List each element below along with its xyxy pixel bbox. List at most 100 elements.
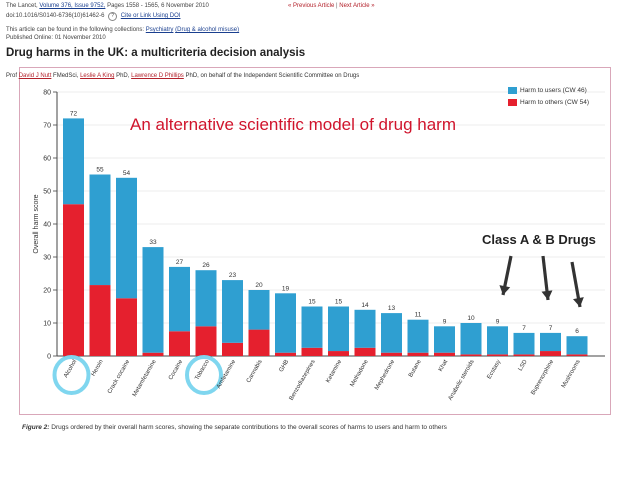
legend-swatch xyxy=(508,86,517,94)
bar-harm-to-users xyxy=(487,326,508,355)
bar-total-label: 23 xyxy=(229,272,237,279)
category-label: Ketamine xyxy=(325,358,343,384)
category-label: Tobacco xyxy=(194,358,211,381)
y-tick-label: 60 xyxy=(43,156,51,163)
bar-total-label: 11 xyxy=(415,312,422,319)
previous-article-link[interactable]: « Previous Article xyxy=(288,3,335,9)
bar-harm-to-users xyxy=(63,118,84,205)
bar-harm-to-others xyxy=(301,347,323,356)
author-link[interactable]: David J Nutt xyxy=(18,73,52,79)
bar-harm-to-others xyxy=(487,354,508,356)
class-ab-label: Class A & B Drugs xyxy=(482,232,596,247)
y-tick-label: 20 xyxy=(43,288,51,295)
bar-harm-to-users xyxy=(169,266,190,332)
bar-harm-to-users xyxy=(301,306,323,348)
bar-harm-to-users xyxy=(407,319,429,353)
author-link[interactable]: Leslie A King xyxy=(80,73,115,79)
volume-link[interactable]: Volume 376, Issue 9752, xyxy=(39,3,106,9)
bar-harm-to-users xyxy=(116,177,137,299)
bar-total-label: 9 xyxy=(496,318,500,325)
bar-total-label: 15 xyxy=(335,299,343,306)
bar-harm-to-users xyxy=(328,306,349,352)
y-tick-label: 30 xyxy=(43,255,51,262)
legend-item-others: Harm to others (CW 54) xyxy=(508,96,589,108)
category-label: Metamfetamine xyxy=(132,358,158,397)
next-article-link[interactable]: Next Article » xyxy=(339,3,375,9)
bar-harm-to-users xyxy=(434,326,455,353)
category-label: Khat xyxy=(438,359,450,373)
category-label: Cocaine xyxy=(168,358,185,381)
bar-harm-to-others xyxy=(89,285,111,356)
overlay-title: An alternative scientific model of drug … xyxy=(130,115,456,134)
bar-total-label: 13 xyxy=(388,305,396,312)
category-label: Butane xyxy=(408,358,423,378)
collection-psychiatry-link[interactable]: Psychiatry xyxy=(145,27,174,33)
bar-harm-to-users xyxy=(540,332,561,352)
cite-link[interactable]: Cite or Link Using DOI xyxy=(120,13,181,19)
bar-harm-to-others xyxy=(248,329,270,356)
bar-harm-to-users xyxy=(222,280,243,343)
legend-swatch xyxy=(508,98,517,106)
y-tick-label: 70 xyxy=(43,123,51,130)
collections-line: This article can be found in the followi… xyxy=(6,27,240,33)
bar-harm-to-users xyxy=(142,247,164,353)
bar-harm-to-others xyxy=(540,351,561,356)
arrow-head xyxy=(499,285,511,295)
y-tick-label: 0 xyxy=(47,354,51,361)
article-title: Drug harms in the UK: a multicriteria de… xyxy=(6,47,306,59)
help-icon[interactable]: ? xyxy=(108,12,118,21)
figure-caption: Figure 2: Drugs ordered by their overall… xyxy=(22,424,447,431)
highlight-circle xyxy=(52,355,91,395)
category-label: Cannabis xyxy=(246,359,264,384)
published-date: Published Online: 01 November 2010 xyxy=(6,35,106,41)
bar-harm-to-others xyxy=(222,342,243,356)
bar-harm-to-users xyxy=(275,293,296,353)
bar-harm-to-others xyxy=(63,204,84,356)
bar-harm-to-others xyxy=(275,352,296,356)
bar-harm-to-others xyxy=(460,354,482,356)
authors-line: Prof David J Nutt FMedSci, Leslie A King… xyxy=(6,73,360,79)
chart-legend: Harm to users (CW 46) Harm to others (CW… xyxy=(508,84,589,108)
category-label: Mushrooms xyxy=(561,359,582,389)
bar-harm-to-users xyxy=(566,336,588,355)
bar-harm-to-others xyxy=(434,352,455,356)
bar-harm-to-users xyxy=(381,313,402,353)
collection-drug-link[interactable]: (Drug & alcohol misuse) xyxy=(175,27,240,33)
y-tick-label: 10 xyxy=(43,321,51,328)
author-link[interactable]: Lawrence D Phillips xyxy=(131,73,184,79)
category-label: Methadone xyxy=(350,358,371,388)
category-label: Crack cocaine xyxy=(107,358,132,394)
highlight-circle xyxy=(185,355,223,395)
bar-harm-to-others xyxy=(354,347,376,356)
category-label: LSD xyxy=(518,358,529,372)
bar-harm-to-others xyxy=(142,352,164,356)
doi-line: doi:10.1016/S0140-6736(10)61462-6 ? Cite… xyxy=(6,12,180,21)
legend-item-users: Harm to users (CW 46) xyxy=(508,84,589,96)
category-label: GHB xyxy=(279,359,291,373)
category-label: Buprenorphine xyxy=(530,358,555,396)
bar-total-label: 6 xyxy=(575,328,579,335)
bar-total-label: 55 xyxy=(96,167,104,174)
bar-harm-to-users xyxy=(248,290,270,330)
y-tick-label: 80 xyxy=(43,90,51,97)
category-label: Mephedrone xyxy=(374,358,396,391)
bar-harm-to-users xyxy=(195,270,217,327)
arrow-head xyxy=(541,290,553,300)
bar-total-label: 7 xyxy=(549,325,553,332)
article-nav: « Previous Article | Next Article » xyxy=(288,3,375,9)
bar-harm-to-others xyxy=(169,331,190,356)
bar-total-label: 9 xyxy=(443,318,447,325)
arrow-head xyxy=(573,297,584,307)
bar-harm-to-others xyxy=(116,298,137,356)
bar-harm-to-users xyxy=(460,323,482,355)
y-axis-label: Overall harm score xyxy=(33,194,40,253)
bar-harm-to-others xyxy=(381,352,402,356)
bar-total-label: 14 xyxy=(361,302,369,309)
category-label: Benzodiazepines xyxy=(289,359,317,402)
bar-harm-to-others xyxy=(328,351,349,356)
bar-total-label: 72 xyxy=(70,110,78,117)
doi-text: doi:10.1016/S0140-6736(10)61462-6 xyxy=(6,13,105,19)
bar-harm-to-users xyxy=(354,309,376,348)
bar-total-label: 27 xyxy=(176,259,184,266)
